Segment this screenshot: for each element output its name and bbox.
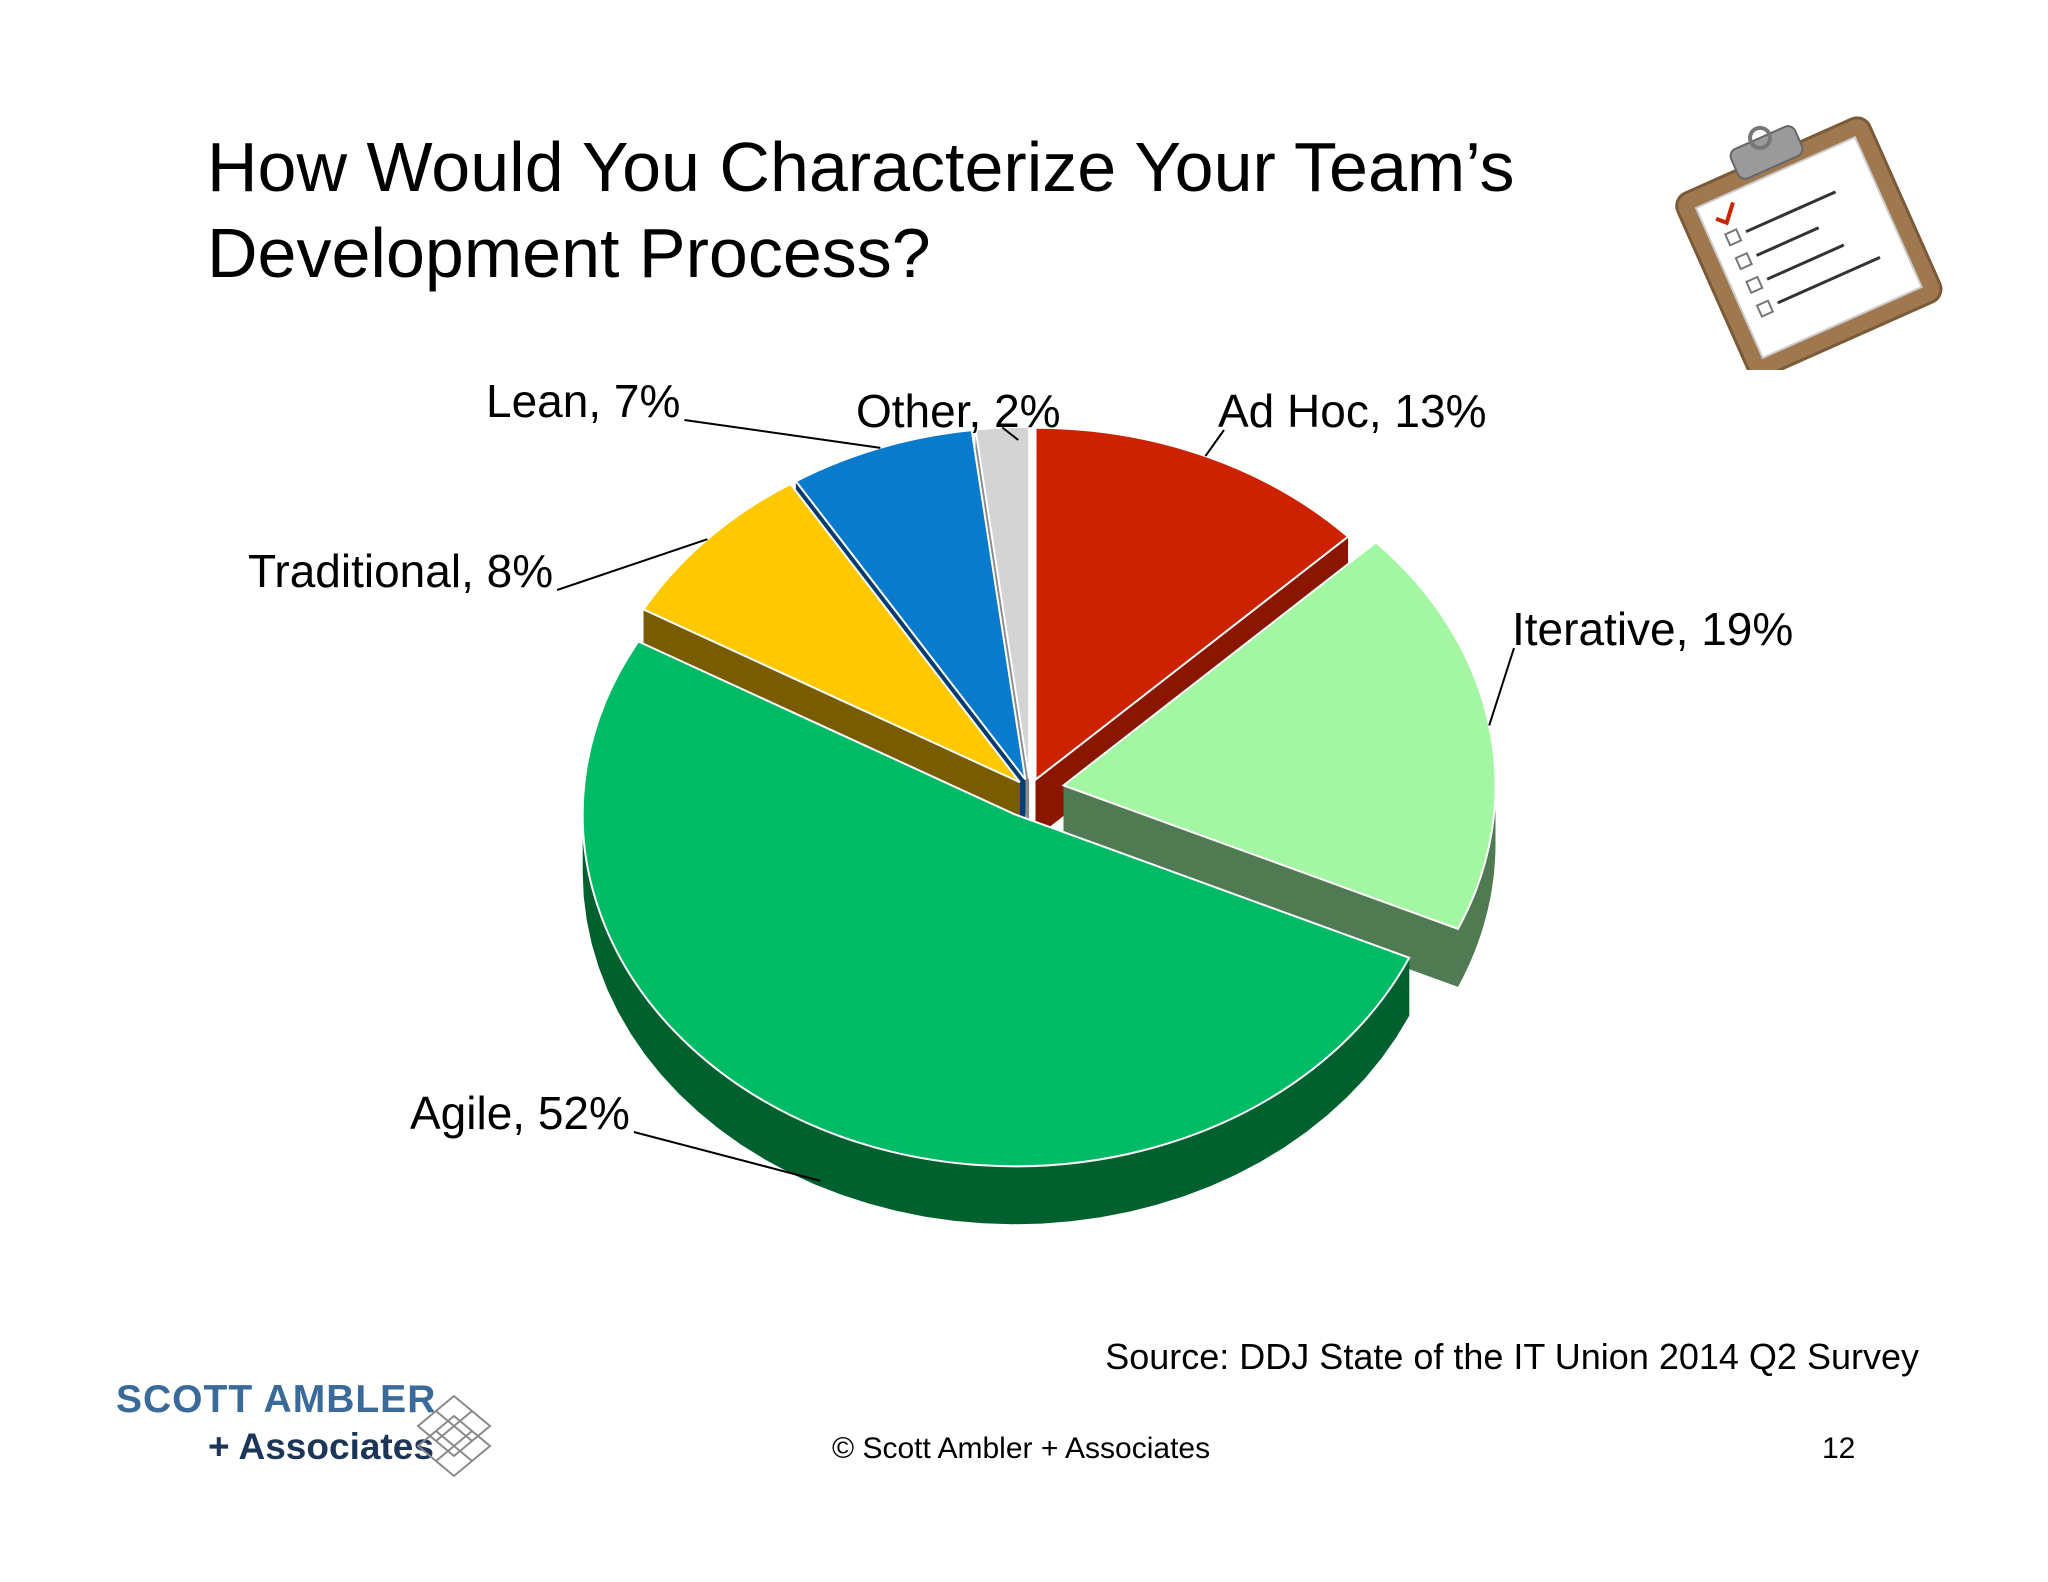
- label-lean: Lean, 7%: [486, 375, 681, 427]
- leader-line-lean: [684, 419, 881, 449]
- leader-line-iterative: [1488, 647, 1515, 726]
- diamond-grid-icon: [416, 1394, 492, 1478]
- leader-line-ad-hoc: [1204, 429, 1225, 457]
- label-agile: Agile, 52%: [410, 1087, 630, 1139]
- pie-slice-lean: [794, 429, 1027, 781]
- pie-slice-tops: [581, 425, 1497, 1168]
- logo-text-line-1: SCOTT AMBLER: [116, 1378, 437, 1421]
- copyright-text: © Scott Ambler + Associates: [832, 1432, 1211, 1465]
- pie-slice-iterative: [1061, 541, 1497, 931]
- label-other: Other, 2%: [856, 385, 1061, 437]
- leader-line-agile: [633, 1131, 821, 1182]
- leader-line-traditional: [556, 538, 708, 591]
- clipboard-icon: [1675, 116, 1943, 370]
- pie-slice-traditional: [642, 482, 1021, 784]
- leader-line-other: [1001, 426, 1019, 441]
- logo-text-line-2: + Associates: [208, 1426, 434, 1467]
- label-leader-lines: [556, 419, 1515, 1182]
- company-logo: SCOTT AMBLER + Associates: [114, 1378, 494, 1488]
- label-traditional: Traditional, 8%: [248, 545, 554, 597]
- pie-slice-ad-hoc: [1034, 426, 1350, 782]
- title-line-2: Development Process?: [207, 214, 931, 292]
- label-iterative: Iterative, 19%: [1512, 603, 1794, 655]
- pie-slice-agile: [581, 640, 1411, 1168]
- label-ad-hoc: Ad Hoc, 13%: [1218, 385, 1487, 437]
- source-note: Source: DDJ State of the IT Union 2014 Q…: [1105, 1336, 1919, 1377]
- page-number: 12: [1822, 1432, 1856, 1465]
- page-title: How Would You Characterize Your Team’s D…: [207, 124, 1657, 296]
- title-line-1: How Would You Characterize Your Team’s: [207, 128, 1515, 206]
